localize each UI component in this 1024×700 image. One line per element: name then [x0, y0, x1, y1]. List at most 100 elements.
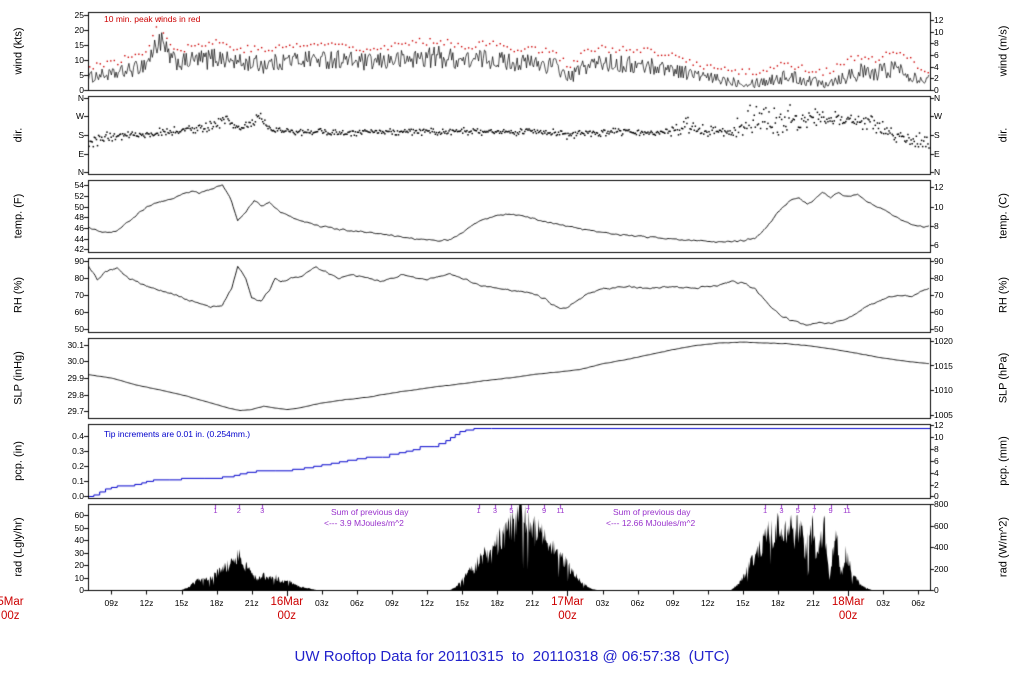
date-label: 18Mar	[831, 596, 865, 608]
ytick-left-rad: 20	[74, 560, 84, 571]
rad-hour-label: 9	[541, 506, 547, 515]
axis-label-right-rad: rad (W/m^2)	[997, 516, 1010, 578]
ytick-right-rad: 800	[934, 499, 949, 510]
rad-hour-label: 5	[509, 506, 514, 515]
ytick-right-wind: 8	[934, 38, 939, 49]
ytick-left-temp: 44	[74, 233, 84, 244]
ytick-left-wind: 15	[74, 40, 84, 50]
ytick-left-wind: 25	[74, 10, 84, 20]
ytick-left-dir: S	[78, 130, 84, 140]
date-label: 17Mar	[551, 596, 584, 608]
pcp-tip-note: Tip increments are 0.01 in. (0.254mm.)	[104, 429, 251, 439]
xtick-label: 09z	[104, 598, 119, 608]
ytick-right-temp: 12	[934, 182, 944, 193]
rad-hour-label: 5	[795, 506, 800, 515]
axis-label-left-slp: SLP (inHg)	[12, 351, 25, 405]
ytick-left-rh: 60	[74, 306, 84, 317]
xtick-label: 03z	[315, 598, 329, 608]
axis-label-right-dir: dir.	[997, 127, 1010, 143]
ytick-right-rad: 600	[934, 520, 949, 531]
xtick-label: 03z	[876, 598, 891, 608]
xtick-label: 06z	[630, 598, 645, 608]
rad-sum-note-2-line2: <--- 12.66 MJoules/m^2	[606, 518, 696, 528]
ytick-left-dir: E	[78, 148, 84, 159]
ytick-left-slp: 29.9	[67, 373, 84, 383]
rad-hour-label: 7	[812, 506, 817, 515]
axis-label-left-temp: temp. (F)	[12, 193, 25, 239]
xtick-label: 21z	[525, 598, 540, 608]
date-label: 00z	[277, 610, 297, 622]
ytick-left-rad: 0	[79, 585, 84, 595]
ytick-right-wind: 0	[934, 85, 939, 95]
rad-hour-label: 3	[492, 506, 498, 515]
ytick-right-rh: 70	[934, 290, 944, 300]
ytick-left-dir: W	[75, 111, 84, 122]
xtick-label: 09z	[385, 598, 399, 608]
xtick-label: 21z	[244, 598, 259, 608]
axis-label-right-temp: temp. (C)	[997, 193, 1010, 239]
ytick-left-dir: N	[77, 167, 84, 178]
rad-hour-label: 2	[236, 506, 241, 515]
ytick-right-slp: 1010	[934, 385, 953, 396]
ytick-right-pcp: 2	[934, 479, 939, 490]
ytick-left-slp: 29.7	[67, 406, 84, 417]
ytick-left-temp: 42	[74, 244, 84, 255]
xtick-label: 06z	[911, 598, 926, 608]
xtick-label: 12z	[420, 598, 434, 608]
date-label-clipped: 00z	[1, 610, 20, 622]
ytick-right-pcp: 8	[934, 443, 939, 454]
ytick-right-pcp: 6	[934, 455, 939, 466]
ytick-left-slp: 30.1	[67, 339, 84, 350]
ytick-right-slp: 1005	[934, 409, 953, 420]
xtick-label: 21z	[806, 598, 820, 608]
ytick-left-rad: 30	[74, 547, 84, 558]
ytick-right-temp: 8	[934, 220, 939, 231]
ytick-left-rad: 60	[74, 510, 84, 521]
ytick-left-rh: 80	[74, 273, 84, 284]
axis-label-left-wind: wind (kts)	[12, 27, 25, 75]
ytick-left-temp: 48	[74, 212, 84, 223]
ytick-left-pcp: 0.4	[72, 431, 84, 442]
ytick-right-rh: 60	[934, 306, 944, 317]
ytick-left-temp: 52	[74, 191, 84, 201]
ytick-right-pcp: 12	[934, 420, 944, 431]
axis-label-right-rh: RH (%)	[997, 276, 1010, 314]
ytick-right-rh: 50	[934, 323, 944, 334]
ytick-right-wind: 12	[934, 15, 944, 25]
ytick-right-pcp: 10	[934, 432, 944, 443]
rad-sum-note-2-line1: Sum of previous day	[613, 507, 691, 517]
ytick-left-wind: 5	[79, 70, 84, 80]
ytick-left-dir: N	[77, 92, 84, 103]
ytick-left-temp: 50	[74, 201, 84, 212]
ytick-right-pcp: 0	[934, 491, 939, 502]
ytick-left-temp: 54	[74, 180, 84, 191]
rad-hour-label: 11	[843, 506, 851, 515]
xtick-label: 12z	[700, 598, 715, 608]
ytick-left-pcp: 0.0	[72, 491, 84, 502]
ytick-right-temp: 6	[934, 240, 939, 251]
date-label-clipped: 15Mar	[0, 596, 24, 608]
ytick-left-rad: 50	[74, 522, 84, 533]
rad-hour-label: 1	[763, 506, 768, 515]
xtick-label: 09z	[665, 598, 680, 608]
rad-hour-label: 3	[260, 506, 265, 515]
ytick-left-wind: 20	[74, 25, 84, 35]
xtick-label: 03z	[595, 598, 610, 608]
axis-label-left-rad: rad (Lgly/hr)	[12, 517, 25, 577]
ytick-right-wind: 10	[934, 26, 944, 37]
xtick-label: 18z	[209, 598, 224, 608]
date-label: 16Mar	[270, 596, 304, 608]
xtick-label: 12z	[139, 598, 154, 608]
xtick-label: 15z	[174, 598, 189, 608]
ytick-left-rad: 10	[74, 572, 84, 583]
ytick-left-wind: 0	[79, 85, 84, 95]
ytick-right-slp: 1015	[934, 360, 953, 371]
rad-sum-note-1-line1: Sum of previous day	[331, 507, 409, 517]
wind-peak-note: 10 min. peak winds in red	[104, 14, 201, 24]
rad-hour-label: 11	[556, 506, 565, 515]
ytick-right-wind: 6	[934, 50, 939, 60]
axis-label-right-pcp: pcp. (mm)	[997, 436, 1010, 486]
ytick-right-temp: 10	[934, 201, 944, 212]
rad-sum-note-1-line2: <--- 3.9 MJoules/m^2	[324, 518, 404, 528]
